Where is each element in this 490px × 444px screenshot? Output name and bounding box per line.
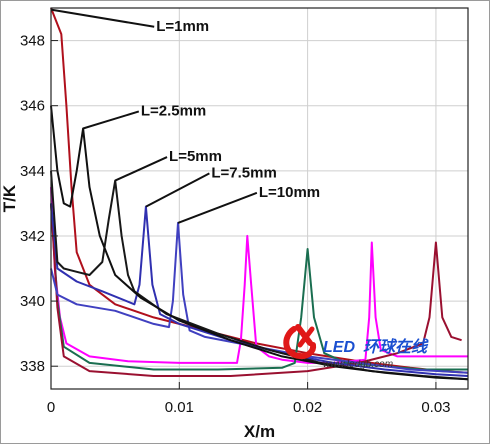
series-line-7: [50, 170, 469, 381]
annotation-label: L=7.5mm: [211, 164, 276, 181]
annotation-label: L=10mm: [259, 184, 320, 201]
annotation-leader: [145, 172, 210, 208]
watermark-url: www.ledgb.com: [323, 359, 393, 370]
annotation-label: L=1mm: [156, 18, 209, 35]
series-line-8: [50, 105, 469, 381]
watermark: LED 环球在线 www.ledgb.com: [283, 324, 429, 370]
x-tick-label: 0: [47, 399, 55, 416]
series-line-6: [50, 203, 469, 377]
annotation-leader: [177, 191, 258, 224]
x-axis-title: X/m: [244, 422, 275, 441]
watermark-brand-cn: 环球在线: [363, 338, 429, 356]
series-line-1: [50, 7, 469, 374]
watermark-brand: LED: [323, 339, 355, 356]
plot-frame: [50, 7, 469, 390]
led-logo-icon: [283, 324, 317, 360]
axes: 0 0.01 0.02 0.03 338 340 342 344 346 348 X/m T/K: [1, 7, 469, 441]
y-tick-label: 340: [20, 293, 45, 310]
annotation-leader: [50, 8, 155, 28]
y-axis-title: T/K: [1, 184, 19, 212]
y-tick-label: 344: [20, 163, 45, 180]
grid: [50, 8, 468, 389]
annotation-label: L=2.5mm: [141, 102, 206, 119]
series-line-5: [50, 221, 469, 374]
x-tick-label: 0.01: [165, 399, 194, 416]
y-tick-label: 346: [20, 98, 45, 115]
series-line-2: [50, 187, 468, 364]
annotation-leader: [114, 156, 168, 182]
x-tick-label: 0.02: [293, 399, 322, 416]
y-tick-label: 342: [20, 228, 45, 245]
annotation-leader: [82, 110, 140, 130]
y-tick-label: 348: [20, 33, 45, 50]
series-layer: [50, 7, 469, 381]
x-tick-label: 0.03: [421, 399, 450, 416]
annotation-label: L=5mm: [169, 148, 222, 165]
y-tick-label: 338: [20, 358, 45, 375]
